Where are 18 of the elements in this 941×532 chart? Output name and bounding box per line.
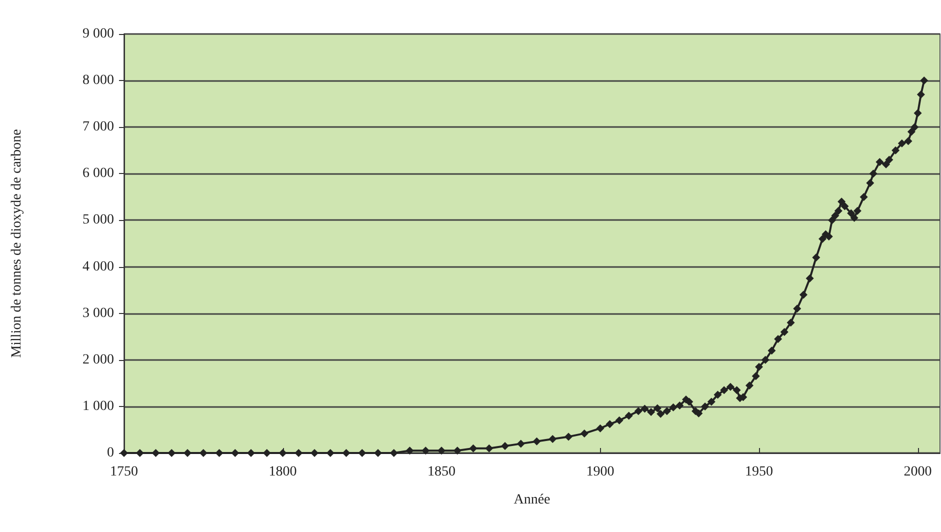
x-tick-label: 1900	[586, 464, 614, 480]
y-tick-label: 7 000	[82, 120, 114, 135]
y-tick-label: 5 000	[82, 212, 114, 228]
x-tick-label: 2000	[904, 464, 932, 480]
x-tick-label: 1850	[428, 464, 456, 480]
y-tick-label: 0	[107, 446, 114, 460]
y-tick-label: 3 000	[82, 306, 114, 321]
y-tick-label: 8 000	[82, 73, 114, 88]
x-axis-title: Année	[514, 492, 550, 508]
y-tick-label: 9 000	[82, 26, 114, 42]
x-tick-label: 1800	[268, 464, 297, 480]
y-tick-label: 4 000	[82, 259, 114, 274]
x-tick-label: 1750	[110, 464, 138, 480]
y-tick-label: 1 000	[82, 398, 114, 414]
y-tick-label: 6 000	[82, 166, 114, 182]
y-axis-title: Million de tonnes de dioxyde de carbone	[10, 129, 24, 358]
y-tick-label: 2 000	[82, 352, 114, 368]
x-tick-label: 1950	[745, 464, 774, 480]
